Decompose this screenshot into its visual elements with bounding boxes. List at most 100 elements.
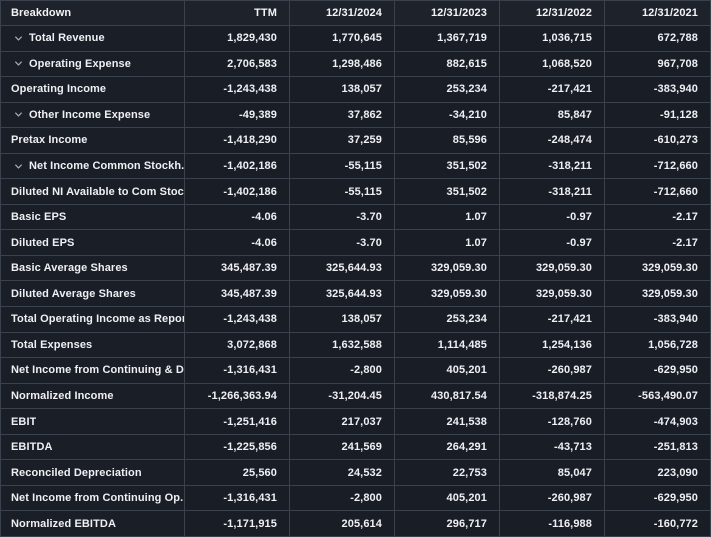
column-header-2024: 12/31/2024 — [290, 1, 395, 26]
row-label: Diluted EPS — [11, 236, 75, 249]
value-cell: 672,788 — [605, 26, 711, 52]
row-label-cell[interactable]: Other Income Expense — [1, 102, 185, 129]
table-row: Operating Income -1,243,438 138,057 253,234… — [1, 77, 711, 103]
row-label-cell: Normalized Income — [1, 383, 185, 410]
value-cell: -2,800 — [290, 358, 395, 384]
value-cell: -2.17 — [605, 204, 711, 231]
row-label-cell: EBIT — [1, 409, 185, 435]
table-row: Basic Average Shares 345,487.39 325,644.93… — [1, 255, 711, 282]
value-cell: 1,632,588 — [290, 332, 395, 359]
chevron-down-icon[interactable] — [14, 59, 23, 68]
table-row: Reconciled Depreciation 25,560 24,532 22,75… — [1, 460, 711, 486]
value-cell: -160,772 — [605, 511, 711, 537]
row-label: Net Income Common Stockh... — [29, 160, 184, 173]
value-cell: -1,316,431 — [185, 485, 290, 512]
value-cell: 22,753 — [395, 460, 500, 486]
value-cell: -116,988 — [500, 511, 605, 537]
value-cell: -629,950 — [605, 358, 711, 384]
chevron-down-icon[interactable] — [14, 162, 23, 171]
table-row: Other Income Expense -49,389 37,862 -34,210… — [1, 102, 711, 129]
value-cell: 1,036,715 — [500, 26, 605, 52]
table-row: Basic EPS -4.06 -3.70 1.07 -0.97 -2.17 — [1, 204, 711, 231]
chevron-down-icon[interactable] — [14, 34, 23, 43]
value-cell: -4.06 — [185, 230, 290, 256]
value-cell: 345,487.39 — [185, 255, 290, 282]
table-row: Net Income from Continuing Op... -1,316,4… — [1, 485, 711, 512]
row-label: Operating Expense — [29, 57, 131, 70]
value-cell: 1,298,486 — [290, 51, 395, 78]
row-label-cell: Reconciled Depreciation — [1, 460, 185, 486]
value-cell: -0.97 — [500, 230, 605, 256]
value-cell: 1,829,430 — [185, 26, 290, 52]
table-row: EBITDA -1,225,856 241,569 264,291 -43,713 -25… — [1, 434, 711, 461]
column-header-2023: 12/31/2023 — [395, 1, 500, 26]
value-cell: 253,234 — [395, 77, 500, 103]
value-cell: -1,266,363.94 — [185, 383, 290, 410]
row-label: Total Revenue — [29, 32, 105, 45]
value-cell: -260,987 — [500, 485, 605, 512]
row-label: Pretax Income — [11, 134, 88, 147]
value-cell: -3.70 — [290, 230, 395, 256]
value-cell: -1,225,856 — [185, 434, 290, 461]
row-label-cell: Diluted Average Shares — [1, 281, 185, 308]
value-cell: 138,057 — [290, 77, 395, 103]
row-label-cell: Total Operating Income as Repor... — [1, 307, 185, 333]
value-cell: 241,538 — [395, 409, 500, 435]
value-cell: 882,615 — [395, 51, 500, 78]
value-cell: -55,115 — [290, 153, 395, 180]
row-label-cell: Diluted NI Available to Com Stoc... — [1, 179, 185, 205]
value-cell: -712,660 — [605, 153, 711, 180]
value-cell: -248,474 — [500, 128, 605, 154]
row-label: Total Expenses — [11, 338, 93, 351]
value-cell: -1,171,915 — [185, 511, 290, 537]
table-row: Total Expenses 3,072,868 1,632,588 1,114,48… — [1, 332, 711, 359]
value-cell: 329,059.30 — [500, 255, 605, 282]
value-cell: 37,862 — [290, 102, 395, 129]
row-label-cell: Total Expenses — [1, 332, 185, 359]
table-row: Pretax Income -1,418,290 37,259 85,596 -248,… — [1, 128, 711, 154]
value-cell: 85,596 — [395, 128, 500, 154]
table-row: Normalized Income -1,266,363.94 -31,204.45… — [1, 383, 711, 410]
table-row: Diluted NI Available to Com Stoc... -1,40… — [1, 179, 711, 205]
value-cell: -31,204.45 — [290, 383, 395, 410]
row-label-cell[interactable]: Operating Expense — [1, 51, 185, 78]
value-cell: -55,115 — [290, 179, 395, 205]
row-label-cell: Normalized EBITDA — [1, 511, 185, 537]
row-label: Net Income from Continuing & D... — [11, 364, 184, 377]
value-cell: -91,128 — [605, 102, 711, 129]
value-cell: 3,072,868 — [185, 332, 290, 359]
value-cell: 351,502 — [395, 179, 500, 205]
value-cell: -0.97 — [500, 204, 605, 231]
row-label: Diluted Average Shares — [11, 287, 136, 300]
value-cell: 325,644.93 — [290, 281, 395, 308]
value-cell: 85,847 — [500, 102, 605, 129]
value-cell: 1.07 — [395, 204, 500, 231]
value-cell: -217,421 — [500, 77, 605, 103]
row-label: Total Operating Income as Repor... — [11, 313, 184, 326]
row-label: Reconciled Depreciation — [11, 466, 142, 479]
row-label-cell[interactable]: Total Revenue — [1, 26, 185, 52]
value-cell: -251,813 — [605, 434, 711, 461]
value-cell: 967,708 — [605, 51, 711, 78]
value-cell: -260,987 — [500, 358, 605, 384]
value-cell: -3.70 — [290, 204, 395, 231]
value-cell: 37,259 — [290, 128, 395, 154]
row-label-cell[interactable]: Net Income Common Stockh... — [1, 153, 185, 180]
value-cell: 405,201 — [395, 485, 500, 512]
value-cell: -1,402,186 — [185, 179, 290, 205]
value-cell: -1,251,416 — [185, 409, 290, 435]
row-label-cell: Net Income from Continuing & D... — [1, 358, 185, 384]
row-label-cell: Diluted EPS — [1, 230, 185, 256]
table-row: Normalized EBITDA -1,171,915 205,614 296,71… — [1, 511, 711, 537]
row-label: Normalized EBITDA — [11, 517, 116, 530]
row-label-cell: Net Income from Continuing Op... — [1, 485, 185, 512]
value-cell: 1.07 — [395, 230, 500, 256]
value-cell: 1,068,520 — [500, 51, 605, 78]
chevron-down-icon[interactable] — [14, 110, 23, 119]
value-cell: -383,940 — [605, 307, 711, 333]
value-cell: -2,800 — [290, 485, 395, 512]
value-cell: 85,047 — [500, 460, 605, 486]
row-label: Operating Income — [11, 83, 107, 96]
value-cell: 1,367,719 — [395, 26, 500, 52]
value-cell: 329,059.30 — [605, 255, 711, 282]
